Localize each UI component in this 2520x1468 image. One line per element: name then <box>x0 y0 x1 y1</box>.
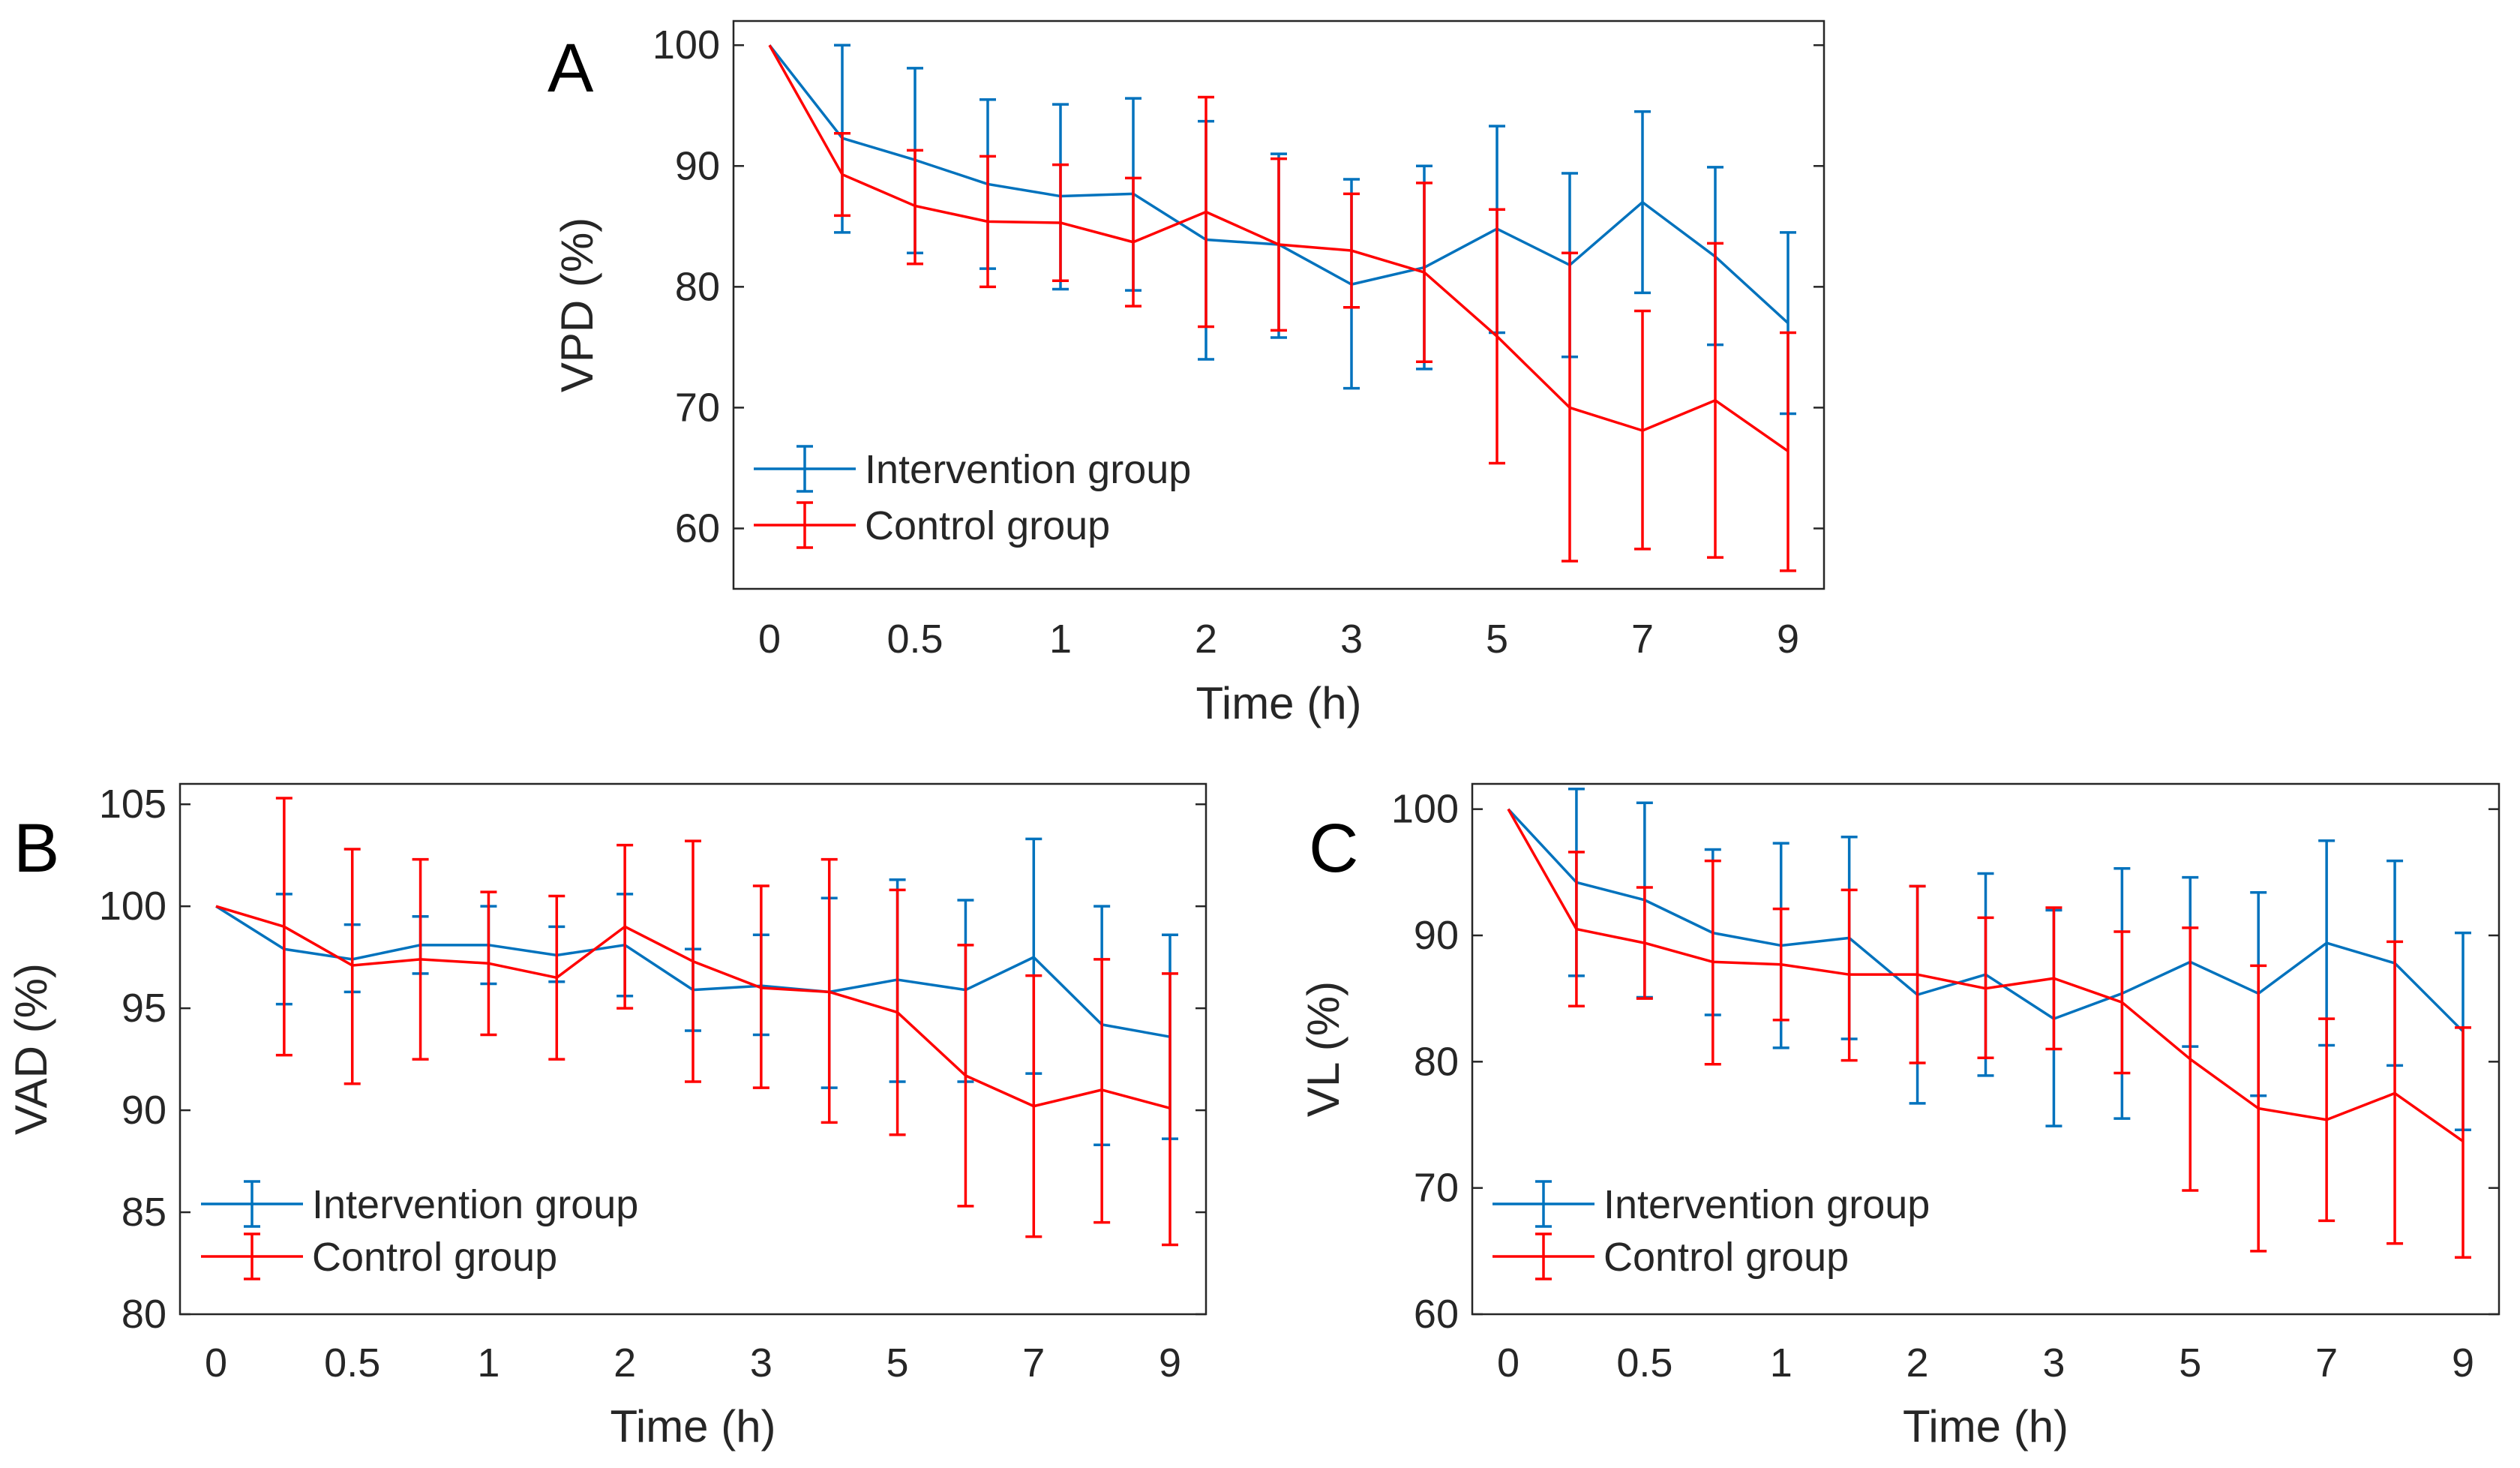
x-axis-label: Time (h) <box>610 1401 776 1451</box>
y-tick-label: 100 <box>99 884 166 929</box>
x-tick-label: 0.5 <box>886 617 943 662</box>
x-tick-label: 9 <box>1159 1340 1181 1385</box>
x-tick-label: 3 <box>750 1340 772 1385</box>
panel-letter: A <box>548 30 594 107</box>
x-axis-label: Time (h) <box>1196 678 1361 728</box>
y-axis-label: VL (%) <box>1298 981 1348 1117</box>
panel-A: A 60 70 80 90 100 0 0.5 1 2 3 5 7 9 Time (h) VPD (%) Int… <box>548 20 1826 728</box>
x-tick-label: 0.5 <box>1616 1340 1672 1385</box>
x-tick-label: 5 <box>1486 617 1508 662</box>
y-tick-label: 80 <box>122 1292 166 1337</box>
x-tick-label: 9 <box>2452 1340 2474 1385</box>
x-tick-label: 0 <box>205 1340 227 1385</box>
y-tick-label: 70 <box>675 385 720 430</box>
series-line <box>215 905 1171 1110</box>
series-control <box>1507 808 2471 1259</box>
y-axis-label: VAD (%) <box>6 963 56 1135</box>
x-tick-label: 2 <box>1195 617 1217 662</box>
y-tick-label: 80 <box>675 264 720 309</box>
series-line <box>1507 808 2464 1142</box>
y-tick-label: 60 <box>1414 1292 1459 1337</box>
x-tick-label: 1 <box>1770 1340 1792 1385</box>
y-tick-label: 85 <box>122 1190 166 1235</box>
legend-label: Control group <box>312 1235 557 1280</box>
x-tick-label: 7 <box>1022 1340 1045 1385</box>
series-control <box>215 797 1178 1247</box>
legend-label: Intervention group <box>1604 1182 1930 1227</box>
y-tick-label: 90 <box>122 1088 166 1133</box>
x-tick-label: 7 <box>1631 617 1654 662</box>
panel-letter: B <box>14 810 59 887</box>
legend-label: Control group <box>1604 1235 1849 1280</box>
legend: Intervention group Control group <box>201 1180 638 1280</box>
x-tick-label: 2 <box>1906 1340 1929 1385</box>
series-line <box>768 44 1790 452</box>
x-tick-label: 3 <box>1340 617 1363 662</box>
x-tick-label: 0 <box>758 617 781 662</box>
x-tick-label: 1 <box>1049 617 1072 662</box>
y-tick-label: 105 <box>99 782 166 827</box>
x-tick-label: 2 <box>614 1340 636 1385</box>
y-tick-label: 60 <box>675 506 720 551</box>
x-tick-label: 1 <box>477 1340 500 1385</box>
legend: Intervention group Control group <box>1492 1180 1930 1280</box>
x-axis-label: Time (h) <box>1903 1401 2068 1451</box>
x-tick-label: 7 <box>2315 1340 2338 1385</box>
x-tick-label: 5 <box>2179 1340 2201 1385</box>
y-tick-label: 95 <box>122 986 166 1031</box>
y-tick-label: 90 <box>675 143 720 188</box>
panel-B: B 80 85 90 95 100 105 0 0.5 1 2 3 5 7 9 Time (h) VAD (%)… <box>6 782 1208 1451</box>
legend-label: Control group <box>865 503 1110 548</box>
x-tick-label: 9 <box>1777 617 1799 662</box>
y-tick-label: 80 <box>1414 1039 1459 1084</box>
legend-label: Intervention group <box>312 1182 638 1227</box>
x-tick-label: 0 <box>1497 1340 1520 1385</box>
y-tick-label: 90 <box>1414 913 1459 958</box>
panel-letter: C <box>1309 810 1358 887</box>
legend-label: Intervention group <box>865 447 1191 492</box>
y-tick-label: 100 <box>652 23 720 68</box>
y-tick-label: 100 <box>1391 787 1459 832</box>
x-tick-label: 5 <box>886 1340 909 1385</box>
series-control <box>768 44 1796 572</box>
legend: Intervention group Control group <box>754 445 1191 549</box>
x-tick-label: 3 <box>2042 1340 2065 1385</box>
x-tick-label: 0.5 <box>324 1340 380 1385</box>
y-axis-label: VPD (%) <box>552 218 602 392</box>
y-tick-label: 70 <box>1414 1166 1459 1211</box>
panel-C: C 60 70 80 90 100 0 0.5 1 2 3 5 7 9 Time (h) VL (%) Inte… <box>1298 782 2500 1451</box>
